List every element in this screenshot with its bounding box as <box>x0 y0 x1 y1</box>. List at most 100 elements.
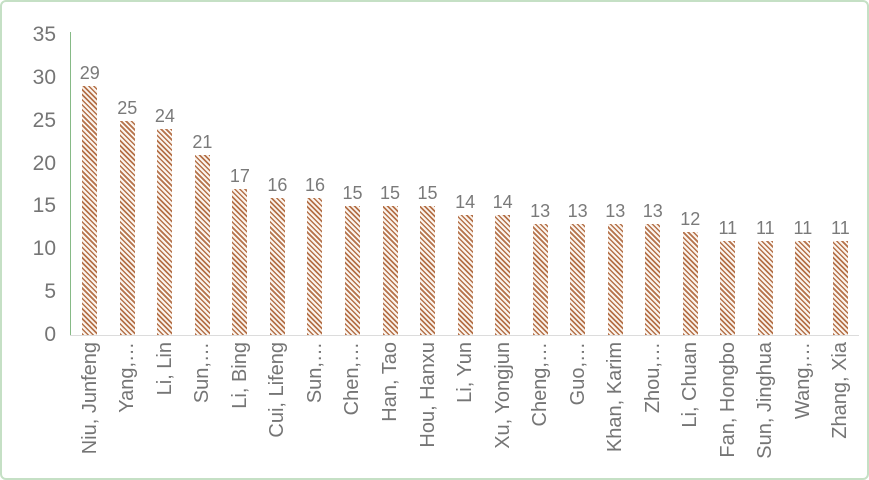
bar-column: 11 <box>747 2 785 335</box>
x-axis-label-cell: Li, Lin <box>146 342 184 478</box>
x-axis-label: Chen,… <box>341 342 364 416</box>
bar[interactable] <box>420 206 436 335</box>
bar-value-label: 14 <box>455 192 476 212</box>
x-axis-label: Sun,… <box>191 342 214 404</box>
bar-value-label: 11 <box>755 217 775 238</box>
x-axis-label-cell: Sun,… <box>184 342 222 478</box>
bar[interactable] <box>795 240 811 335</box>
x-axis-label-cell: Cui, Lifeng <box>259 342 297 478</box>
x-axis-label: Niu, Junfeng <box>78 342 101 455</box>
x-axis-label: Xu, Yongjun <box>491 342 514 449</box>
y-axis-tick-label: 0 <box>44 323 56 346</box>
y-axis-line <box>70 32 71 335</box>
bar-column: 15 <box>371 2 409 335</box>
y-axis-tick-label: 10 <box>32 237 56 261</box>
y-axis-tick-label: 25 <box>32 108 56 132</box>
bar[interactable] <box>457 215 473 335</box>
bar-value-label: 25 <box>117 97 138 118</box>
bar-value-label: 11 <box>718 217 738 238</box>
bar-value-label: 13 <box>530 200 551 221</box>
bar-column: 14 <box>446 2 484 335</box>
x-axis-label: Khan, Karim <box>604 342 627 453</box>
bar-value-label: 12 <box>680 209 701 230</box>
bar[interactable] <box>82 86 98 335</box>
x-axis-label-cell: Sun, Jinghua <box>747 342 785 478</box>
bar-column: 21 <box>184 2 222 335</box>
y-axis-tick-label: 35 <box>32 23 56 46</box>
bar-column: 16 <box>259 2 297 335</box>
bar-value-label: 21 <box>192 132 213 152</box>
x-axis-label: Sun, Jinghua <box>754 342 777 459</box>
bar-column: 29 <box>71 2 109 335</box>
bar-column: 13 <box>634 2 672 335</box>
x-axis-label: Li, Bing <box>228 342 251 409</box>
bar-value-label: 15 <box>342 183 363 204</box>
x-axis-label-cell: Yang,… <box>109 342 147 478</box>
x-axis-label: Sun,… <box>303 342 326 404</box>
x-axis-label-cell: Niu, Junfeng <box>71 342 109 478</box>
x-axis-label-cell: Li, Bing <box>221 342 259 478</box>
bar[interactable] <box>495 215 511 335</box>
x-axis-label-cell: Hou, Hanxu <box>409 342 447 478</box>
x-axis-label: Wang,… <box>791 342 814 420</box>
bar-column: 11 <box>709 2 747 335</box>
bar[interactable] <box>119 120 135 335</box>
plot-area: 29 25 24 21 17 16 16 15 15 15 14 14 13 13 13 13 12 11 11 11… <box>71 2 859 335</box>
bar-value-label: 29 <box>79 63 100 84</box>
x-axis-label: Zhou,… <box>641 342 664 414</box>
bar-column: 13 <box>559 2 597 335</box>
y-axis-tick-label: 5 <box>44 280 56 304</box>
bar-value-label: 15 <box>417 183 438 204</box>
bar[interactable] <box>720 240 736 335</box>
bar[interactable] <box>307 197 323 335</box>
x-axis-label-cell: Wang,… <box>784 342 822 478</box>
y-axis-tick-label: 30 <box>32 65 56 89</box>
bar-column: 16 <box>296 2 334 335</box>
bar[interactable] <box>570 223 586 335</box>
x-axis-line <box>70 335 859 336</box>
bar[interactable] <box>607 223 623 335</box>
bar-column: 14 <box>484 2 522 335</box>
x-axis-label-cell: Xu, Yongjun <box>484 342 522 478</box>
bar[interactable] <box>757 240 773 335</box>
bar-column: 13 <box>596 2 634 335</box>
bar-column: 17 <box>221 2 259 335</box>
bar[interactable] <box>344 206 360 335</box>
bar-value-label: 13 <box>605 200 626 221</box>
bar-value-label: 24 <box>154 106 175 127</box>
x-axis-label: Li, Lin <box>153 342 176 396</box>
x-axis-label: Li, Chuan <box>679 342 702 428</box>
bar[interactable] <box>682 232 698 335</box>
x-axis-label: Guo,… <box>566 342 589 406</box>
x-axis-label: Cui, Lifeng <box>266 342 289 438</box>
bar[interactable] <box>532 223 548 335</box>
bar-value-label: 11 <box>793 217 813 238</box>
x-axis-label-cell: Sun,… <box>296 342 334 478</box>
bar-column: 15 <box>334 2 372 335</box>
bar[interactable] <box>645 223 661 335</box>
bar-column: 11 <box>784 2 822 335</box>
bar-value-label: 16 <box>304 174 325 195</box>
y-axis-tick-label: 20 <box>32 151 56 175</box>
bar[interactable] <box>269 197 285 335</box>
bar[interactable] <box>232 189 248 335</box>
bar[interactable] <box>832 240 848 335</box>
bar-value-label: 13 <box>567 200 588 221</box>
x-axis-label-cell: Cheng,… <box>521 342 559 478</box>
bar[interactable] <box>194 155 210 335</box>
bar-value-label: 16 <box>267 174 288 195</box>
x-axis-label-cell: Guo,… <box>559 342 597 478</box>
x-axis-label: Hou, Hanxu <box>416 342 439 448</box>
x-axis-label-cell: Han, Tao <box>371 342 409 478</box>
x-axis-label: Li, Yun <box>454 342 477 403</box>
bar[interactable] <box>157 129 173 335</box>
x-axis-label-cell: Li, Yun <box>446 342 484 478</box>
x-axis-label-cell: Khan, Karim <box>596 342 634 478</box>
x-axis-label: Cheng,… <box>529 342 552 427</box>
x-axis-label-cell: Chen,… <box>334 342 372 478</box>
bar[interactable] <box>382 206 398 335</box>
x-axis-label: Yang,… <box>116 342 139 413</box>
x-axis-label: Han, Tao <box>379 342 402 422</box>
x-axis-label-cell: Fan, Hongbo <box>709 342 747 478</box>
